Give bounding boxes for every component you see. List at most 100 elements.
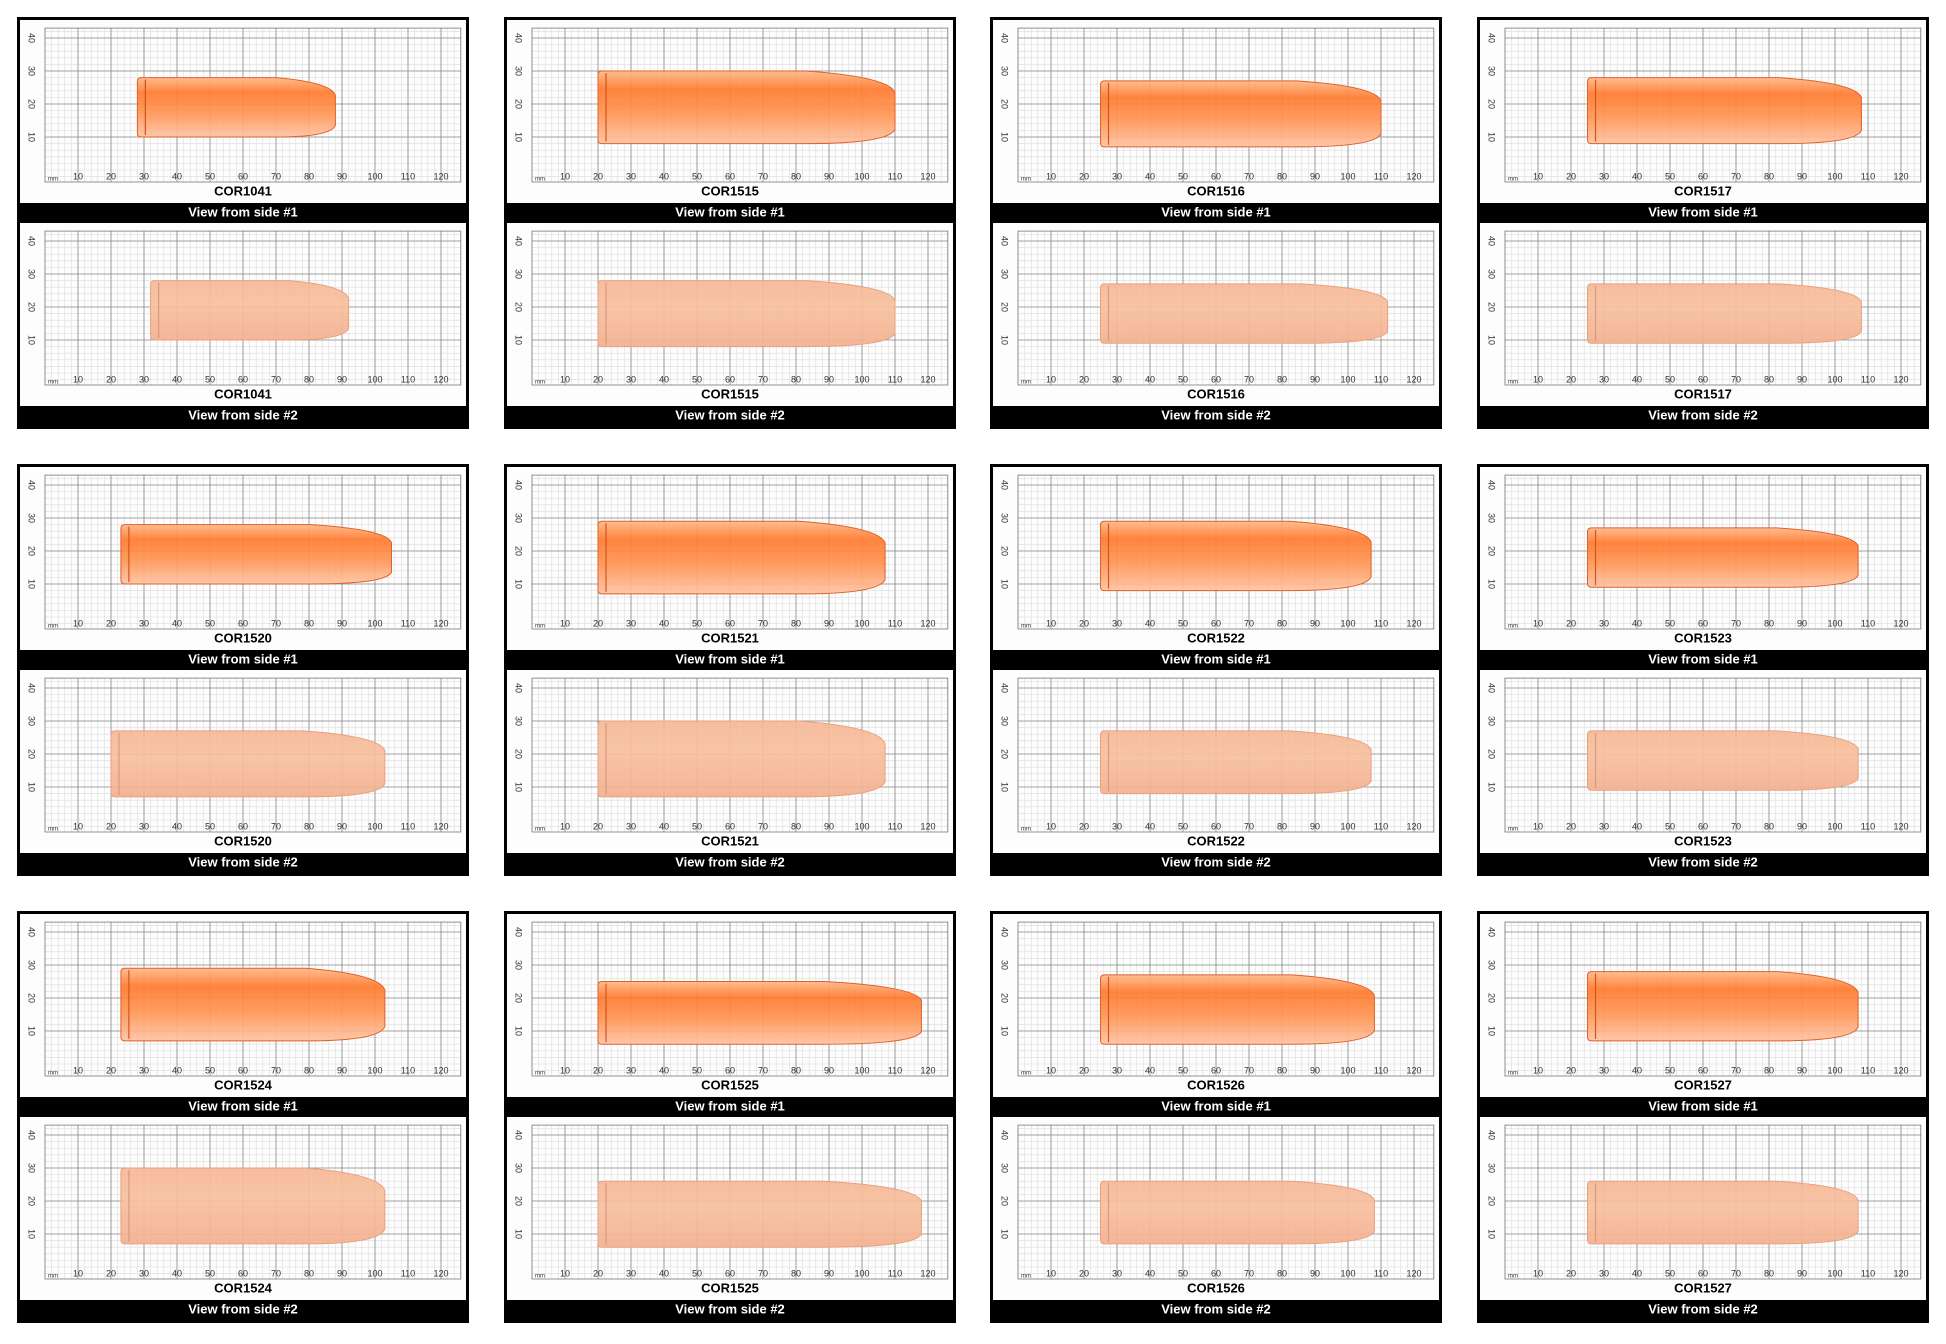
x-tick-label: 10 bbox=[1046, 821, 1056, 831]
y-tick-label: 40 bbox=[514, 33, 524, 43]
x-tick-label: 80 bbox=[1764, 171, 1774, 181]
x-tick-label: 80 bbox=[1764, 821, 1774, 831]
y-tick-label: 30 bbox=[1000, 1163, 1010, 1173]
x-tick-label: 70 bbox=[758, 171, 768, 181]
x-tick-label: 80 bbox=[791, 171, 801, 181]
x-tick-label: 90 bbox=[337, 618, 347, 628]
grid-border bbox=[44, 474, 462, 630]
x-tick-label: 80 bbox=[304, 171, 314, 181]
x-tick-label: 80 bbox=[1764, 1268, 1774, 1278]
x-tick-label: 70 bbox=[1244, 618, 1254, 628]
y-tick-label: 10 bbox=[1000, 335, 1010, 345]
x-tick-label: 70 bbox=[1244, 1268, 1254, 1278]
x-tick-label: 20 bbox=[1079, 374, 1089, 384]
x-tick-label: 60 bbox=[1211, 1268, 1221, 1278]
x-tick-label: 10 bbox=[1533, 1268, 1543, 1278]
crystal bbox=[1587, 1180, 1859, 1245]
crystal bbox=[1587, 283, 1862, 344]
y-tick-label: 40 bbox=[27, 927, 37, 937]
y-tick-label: 20 bbox=[1000, 99, 1010, 109]
crystal bbox=[1100, 520, 1372, 592]
x-tick-label: 40 bbox=[659, 374, 669, 384]
grid-border bbox=[1504, 230, 1922, 386]
x-tick-label: 70 bbox=[1731, 821, 1741, 831]
x-tick-label: 80 bbox=[304, 1065, 314, 1075]
y-tick-label: 10 bbox=[514, 1026, 524, 1036]
x-tick-label: 110 bbox=[401, 618, 415, 628]
y-tick-label: 40 bbox=[1487, 927, 1497, 937]
y-tick-label: 20 bbox=[27, 1196, 37, 1206]
y-tick-label: 20 bbox=[1487, 302, 1497, 312]
y-tick-label: 20 bbox=[1000, 993, 1010, 1003]
x-tick-label: 90 bbox=[1797, 618, 1807, 628]
view-label: View from side #2 bbox=[1161, 1301, 1271, 1316]
x-tick-label: 80 bbox=[304, 618, 314, 628]
unit-label: mm bbox=[1508, 177, 1518, 183]
x-tick-label: 70 bbox=[758, 1065, 768, 1075]
grid-border bbox=[531, 677, 949, 833]
x-tick-label: 100 bbox=[1827, 821, 1842, 831]
x-tick-label: 20 bbox=[106, 1268, 116, 1278]
y-tick-label: 20 bbox=[27, 546, 37, 556]
y-tick-label: 30 bbox=[514, 269, 524, 279]
x-tick-label: 60 bbox=[238, 821, 248, 831]
x-tick-label: 40 bbox=[172, 1268, 182, 1278]
crystal bbox=[597, 981, 922, 1045]
x-tick-label: 50 bbox=[205, 1065, 215, 1075]
y-tick-label: 20 bbox=[27, 993, 37, 1003]
x-tick-label: 80 bbox=[304, 374, 314, 384]
x-tick-label: 100 bbox=[854, 171, 869, 181]
x-tick-label: 90 bbox=[1797, 374, 1807, 384]
y-tick-label: 20 bbox=[1487, 993, 1497, 1003]
y-tick-label: 20 bbox=[514, 546, 524, 556]
x-tick-label: 30 bbox=[1112, 1268, 1122, 1278]
x-tick-label: 20 bbox=[1079, 1268, 1089, 1278]
x-tick-label: 110 bbox=[1861, 1268, 1875, 1278]
x-tick-label: 20 bbox=[1566, 1065, 1576, 1075]
x-tick-label: 110 bbox=[1861, 1065, 1875, 1075]
x-tick-label: 10 bbox=[73, 374, 83, 384]
unit-label: mm bbox=[1508, 380, 1518, 386]
x-tick-label: 60 bbox=[725, 374, 735, 384]
y-tick-label: 30 bbox=[514, 716, 524, 726]
crystal bbox=[597, 1180, 922, 1248]
x-tick-label: 50 bbox=[1178, 1065, 1188, 1075]
x-tick-label: 120 bbox=[433, 618, 448, 628]
unit-label: mm bbox=[1508, 1274, 1518, 1280]
x-tick-label: 50 bbox=[205, 618, 215, 628]
view-label: View from side #2 bbox=[1648, 854, 1758, 869]
x-tick-label: 110 bbox=[1374, 1268, 1388, 1278]
view-label: View from side #2 bbox=[188, 1301, 298, 1316]
y-tick-label: 30 bbox=[1487, 269, 1497, 279]
x-tick-label: 100 bbox=[1827, 374, 1842, 384]
crystal bbox=[120, 524, 392, 585]
grid-border bbox=[1017, 677, 1435, 833]
x-tick-label: 100 bbox=[854, 374, 869, 384]
x-tick-label: 70 bbox=[758, 1268, 768, 1278]
y-tick-label: 30 bbox=[1000, 716, 1010, 726]
x-tick-label: 120 bbox=[920, 821, 935, 831]
view-label: View from side #1 bbox=[188, 204, 298, 219]
x-tick-label: 50 bbox=[1178, 1268, 1188, 1278]
x-tick-label: 110 bbox=[888, 1268, 902, 1278]
x-tick-label: 30 bbox=[626, 374, 636, 384]
y-tick-label: 40 bbox=[514, 236, 524, 246]
x-tick-label: 90 bbox=[1310, 1268, 1320, 1278]
crystal bbox=[1100, 730, 1372, 795]
x-tick-label: 40 bbox=[1145, 821, 1155, 831]
x-tick-label: 120 bbox=[1406, 821, 1421, 831]
x-tick-label: 110 bbox=[888, 1065, 902, 1075]
x-tick-label: 40 bbox=[659, 821, 669, 831]
x-tick-label: 30 bbox=[626, 618, 636, 628]
view-label: View from side #2 bbox=[675, 407, 785, 422]
x-tick-label: 60 bbox=[725, 171, 735, 181]
x-tick-label: 10 bbox=[73, 821, 83, 831]
y-tick-label: 10 bbox=[1487, 335, 1497, 345]
grid-border bbox=[1504, 1124, 1922, 1280]
crystal bbox=[1587, 77, 1862, 145]
crystal bbox=[597, 720, 886, 798]
x-tick-label: 80 bbox=[1277, 618, 1287, 628]
view-label: View from side #1 bbox=[1648, 651, 1758, 666]
view-label: View from side #1 bbox=[1161, 204, 1271, 219]
